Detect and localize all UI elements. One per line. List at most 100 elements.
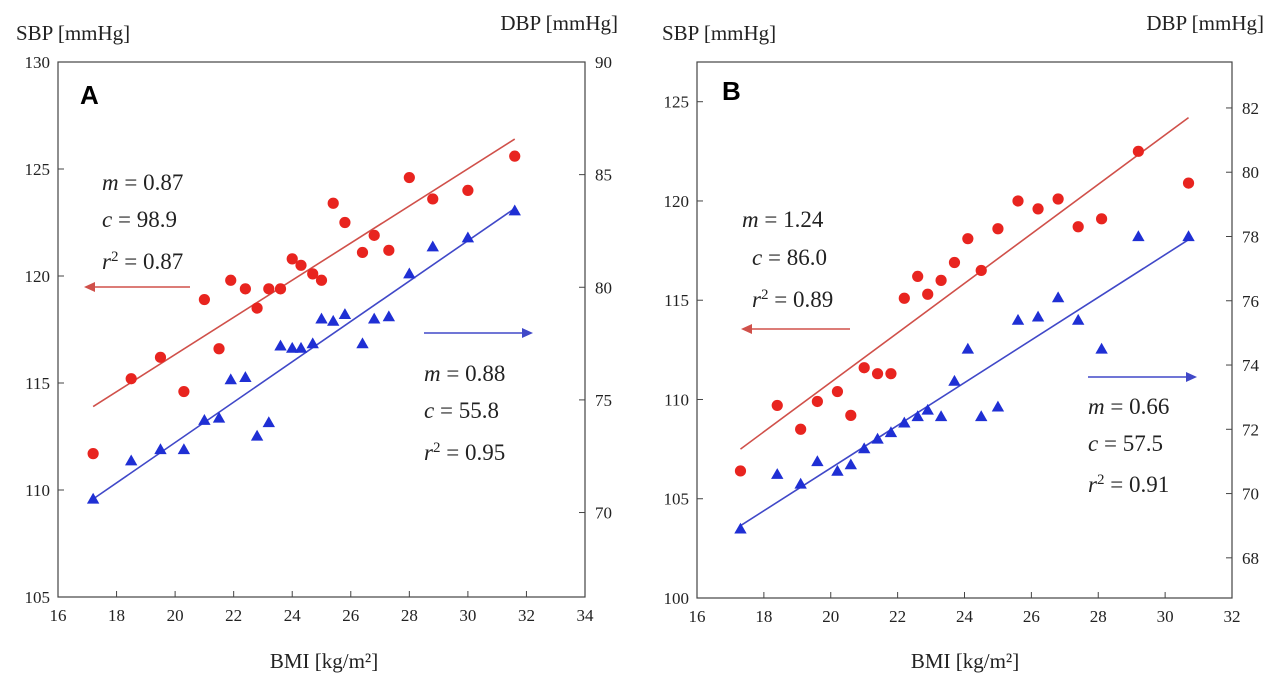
- dbp-point: [461, 231, 475, 243]
- dbp-point: [86, 492, 100, 504]
- right-y-tick-label: 70: [595, 504, 612, 523]
- dbp-point: [177, 443, 191, 455]
- dbp-point: [734, 522, 747, 534]
- dbp-point: [1071, 313, 1085, 325]
- sbp-point: [1095, 213, 1108, 225]
- dbp-fit-annotation: m = 0.88 c = 55.8 r2 = 0.95: [424, 361, 505, 465]
- left-y-tick-label: 100: [664, 589, 690, 608]
- dbp-point: [921, 403, 934, 415]
- right-y-tick-label: 85: [595, 166, 612, 185]
- right-y-tick-label: 74: [1242, 356, 1260, 375]
- x-tick-label: 28: [401, 606, 418, 625]
- sbp-point: [462, 184, 474, 196]
- regression-lines: [739, 116, 1190, 527]
- dbp-point: [961, 342, 975, 354]
- panel-label: A: [80, 80, 99, 110]
- dbp-point: [403, 267, 416, 279]
- dbp-point: [844, 458, 858, 470]
- left-axis-arrow: [84, 282, 190, 292]
- left-axis-title: SBP [mmHg]: [16, 21, 130, 45]
- dbp-point: [1031, 310, 1045, 322]
- dbp-point: [898, 416, 911, 428]
- sbp-point: [858, 362, 870, 374]
- left-y-tick-label: 105: [664, 490, 690, 509]
- x-tick-label: 16: [50, 606, 67, 625]
- svg-text:r2 = 0.91: r2 = 0.91: [1088, 472, 1169, 497]
- dbp-point: [1051, 291, 1065, 303]
- sbp-point: [948, 256, 961, 269]
- right-y-tick-label: 68: [1242, 549, 1259, 568]
- sbp-point: [935, 274, 947, 286]
- dbp-point: [250, 429, 264, 441]
- r-squared-value: 0.87: [143, 249, 183, 274]
- dbp-point: [338, 308, 352, 319]
- sbp-point: [898, 292, 910, 304]
- x-ticks: 16 18 20 22 24 26 28 30 32: [689, 592, 1241, 626]
- dbp-point: [306, 337, 319, 349]
- left-y-tick-label: 110: [25, 481, 50, 500]
- sbp-point: [795, 423, 807, 435]
- sbp-fit-annotation: m = 0.87 c = 98.9 r2 = 0.87: [102, 170, 183, 274]
- sbp-point: [831, 385, 844, 398]
- data-points: [86, 150, 521, 504]
- right-y-tick-label: 82: [1242, 99, 1259, 118]
- svg-text:m = 1.24: m = 1.24: [742, 207, 824, 232]
- x-tick-label: 32: [1224, 607, 1241, 626]
- right-axis-arrow: [1088, 372, 1197, 382]
- left-y-tick-label: 115: [664, 291, 689, 310]
- x-tick-label: 20: [167, 606, 184, 625]
- data-points: [734, 145, 1195, 534]
- svg-text:c = 57.5: c = 57.5: [1088, 431, 1163, 456]
- sbp-point: [178, 385, 190, 398]
- x-tick-label: 18: [755, 607, 772, 626]
- sbp-point: [368, 229, 380, 241]
- dbp-point: [239, 371, 252, 383]
- r-squared-value: 0.91: [1129, 472, 1169, 497]
- dbp-point: [948, 374, 961, 386]
- sbp-point: [87, 448, 99, 460]
- right-y-tick-label: 90: [595, 53, 612, 72]
- x-tick-label: 22: [225, 606, 242, 625]
- sbp-point: [403, 171, 415, 184]
- dbp-point: [327, 314, 340, 326]
- svg-text:m = 0.87: m = 0.87: [102, 170, 183, 195]
- right-y-tick-label: 76: [1242, 292, 1259, 311]
- dbp-point: [794, 477, 807, 489]
- plot-frame: [57, 61, 586, 598]
- left-y-tick-label: 130: [25, 53, 51, 72]
- right-axis-title: DBP [mmHg]: [1146, 11, 1264, 35]
- svg-text:r2 = 0.89: r2 = 0.89: [752, 287, 833, 312]
- sbp-point: [885, 368, 897, 380]
- sbp-fit-annotation: m = 1.24 c = 86.0 r2 = 0.89: [742, 207, 833, 312]
- sbp-point: [263, 283, 275, 295]
- dbp-fit-line: [740, 239, 1189, 527]
- dbp-point: [286, 341, 299, 353]
- left-y-tick-label: 105: [25, 588, 51, 607]
- sbp-point: [427, 193, 439, 205]
- sbp-point: [315, 274, 328, 286]
- dbp-point: [1095, 342, 1108, 354]
- left-y-tick-label: 120: [25, 267, 51, 286]
- left-y-tick-label: 120: [664, 192, 690, 211]
- sbp-point: [509, 150, 521, 162]
- sbp-point: [198, 293, 210, 306]
- x-tick-label: 24: [956, 607, 974, 626]
- sbp-point: [274, 283, 287, 295]
- sbp-point: [771, 399, 783, 412]
- sbp-point: [213, 343, 225, 355]
- svg-text:c = 86.0: c = 86.0: [752, 245, 827, 270]
- slope-value: 1.24: [783, 207, 824, 232]
- dbp-point: [382, 310, 396, 322]
- dbp-point: [508, 204, 521, 216]
- x-axis-title: BMI [kg/m²]: [270, 649, 378, 673]
- right-y-tick-label: 70: [1242, 485, 1259, 504]
- right-y-tick-label: 80: [1242, 163, 1259, 182]
- dbp-point: [426, 240, 439, 252]
- x-ticks: 16 18 20 22 24 26 28 30 32 34: [50, 591, 595, 625]
- dbp-point: [871, 432, 884, 444]
- svg-text:r2 = 0.87: r2 = 0.87: [102, 249, 183, 274]
- slope-value: 0.87: [143, 170, 183, 195]
- x-tick-label: 34: [577, 606, 595, 625]
- sbp-point: [734, 465, 747, 477]
